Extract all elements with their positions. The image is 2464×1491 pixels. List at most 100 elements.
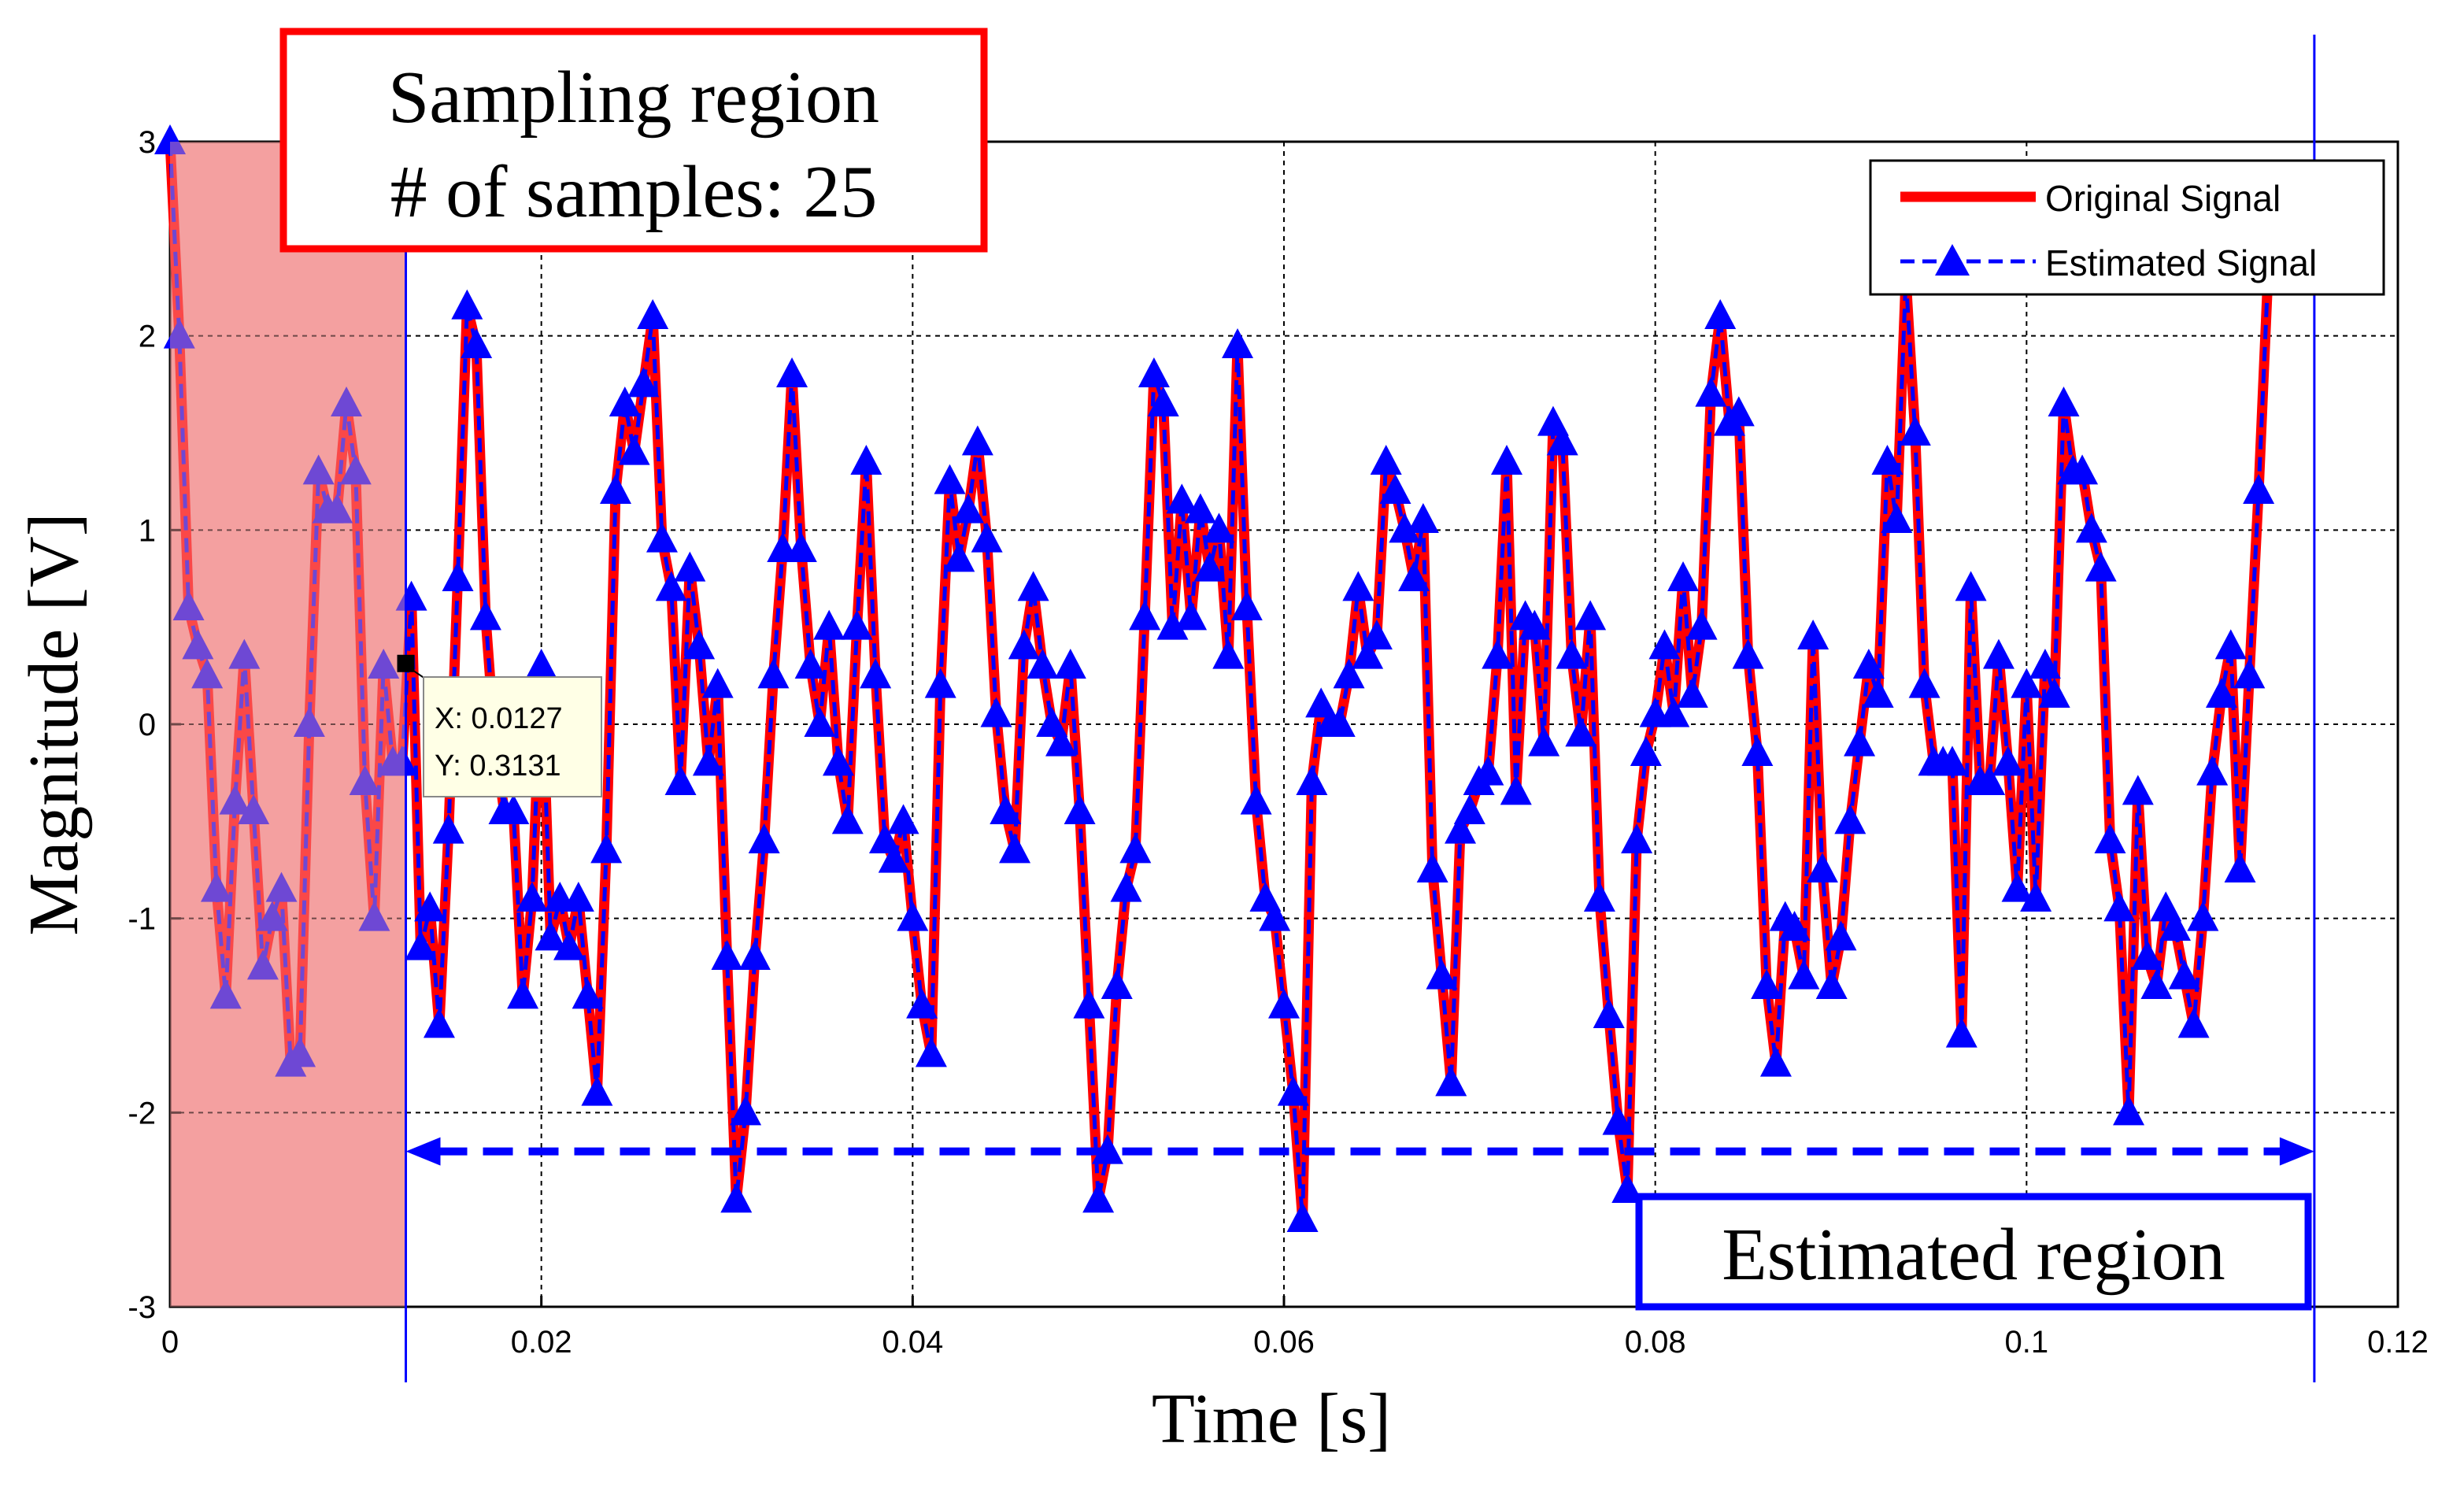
data-point-marker xyxy=(1806,853,1838,882)
data-point-marker xyxy=(423,1008,455,1038)
data-point-marker xyxy=(887,804,919,834)
data-point-marker xyxy=(1296,765,1328,795)
legend-label-original: Original Signal xyxy=(2045,178,2281,219)
data-point-marker xyxy=(934,464,966,494)
data-point-marker xyxy=(2020,882,2052,912)
data-point-marker xyxy=(1147,387,1179,416)
data-point-marker xyxy=(1732,638,1764,669)
data-point-marker xyxy=(1073,988,1105,1019)
data-point-marker xyxy=(1556,638,1588,669)
data-point-marker xyxy=(1621,823,1653,853)
data-point-marker xyxy=(1426,959,1458,990)
data-point-marker xyxy=(200,871,232,902)
x-tick-label: 0.04 xyxy=(882,1325,943,1360)
data-point-marker xyxy=(2038,678,2070,708)
legend: Original Signal Estimated Signal xyxy=(1869,159,2385,296)
data-point-marker xyxy=(674,551,706,582)
data-point-marker xyxy=(1759,1046,1792,1077)
x-tick-label: 0 xyxy=(161,1325,179,1360)
datatip-y-value: Y: 0.3131 xyxy=(435,749,561,782)
x-tick-label: 0.02 xyxy=(511,1325,572,1360)
data-point-marker xyxy=(2094,823,2126,853)
data-point-marker xyxy=(1472,755,1504,786)
data-point-marker xyxy=(2205,678,2237,708)
data-point-marker xyxy=(813,609,845,640)
data-point-marker xyxy=(1222,328,1254,358)
data-point-marker xyxy=(1491,445,1522,475)
y-tick-label: -1 xyxy=(128,902,156,937)
data-point-marker xyxy=(1119,833,1152,864)
data-point-marker xyxy=(1110,871,1142,902)
data-point-marker xyxy=(1407,503,1439,533)
data-point-marker xyxy=(860,658,892,689)
data-point-marker xyxy=(1064,794,1096,824)
data-point-marker xyxy=(646,522,678,553)
data-point-marker xyxy=(154,124,186,154)
data-point-marker xyxy=(386,746,418,776)
data-point-marker xyxy=(943,542,975,572)
data-point-marker xyxy=(219,784,251,815)
data-point-marker xyxy=(1091,1134,1123,1164)
data-point-marker xyxy=(2196,755,2229,786)
data-point-marker xyxy=(2214,629,2247,660)
data-point-marker xyxy=(1778,911,1811,941)
data-point-marker xyxy=(618,435,650,465)
data-point-marker xyxy=(1992,746,2024,776)
data-point-marker xyxy=(256,901,288,931)
data-point-marker xyxy=(1528,726,1560,757)
data-point-marker xyxy=(1017,571,1049,601)
data-point-marker xyxy=(990,794,1022,824)
data-point-marker xyxy=(358,901,390,931)
data-point-marker xyxy=(1045,726,1077,757)
x-tick-label: 0.08 xyxy=(1625,1325,1686,1360)
data-point-marker xyxy=(961,425,993,456)
data-point-marker xyxy=(1370,445,1402,475)
data-point-marker xyxy=(664,765,697,795)
data-point-marker xyxy=(1741,736,1774,766)
data-point-marker xyxy=(1574,600,1607,631)
data-point-marker xyxy=(2140,969,2173,999)
data-point-marker xyxy=(1138,357,1170,387)
data-point-marker xyxy=(590,833,623,864)
data-point-marker xyxy=(627,367,660,398)
data-point-marker xyxy=(1286,1202,1319,1232)
data-point-marker xyxy=(1825,920,1857,951)
data-point-marker xyxy=(2122,775,2154,805)
data-point-marker xyxy=(878,842,910,873)
data-point-marker xyxy=(321,493,353,524)
data-point-marker xyxy=(2177,1008,2210,1038)
data-point-marker xyxy=(683,629,716,660)
legend-label-estimated: Estimated Signal xyxy=(2045,242,2317,283)
data-point-marker xyxy=(1852,649,1885,679)
data-point-marker xyxy=(1277,1075,1309,1106)
data-point-marker xyxy=(395,580,427,611)
arrow-head-right xyxy=(2279,1137,2314,1166)
data-point-marker xyxy=(191,658,224,689)
estimated-signal-markers xyxy=(154,124,2284,1232)
data-point-marker xyxy=(2103,891,2136,922)
data-point-marker xyxy=(850,445,882,475)
data-point-marker xyxy=(1695,376,1727,407)
data-point-marker xyxy=(1751,969,1783,999)
datatip-marker xyxy=(397,654,415,672)
data-point-marker xyxy=(414,891,446,922)
data-point-marker xyxy=(1881,503,1913,533)
data-point-marker xyxy=(906,988,938,1019)
data-point-marker xyxy=(507,979,539,1009)
data-point-marker xyxy=(1379,474,1411,504)
data-point-marker xyxy=(1658,697,1690,727)
data-point-marker xyxy=(609,387,641,416)
y-tick-label: -3 xyxy=(128,1290,156,1325)
data-point-marker xyxy=(980,697,1012,727)
data-point-marker xyxy=(1667,561,1700,591)
data-point-marker xyxy=(1797,620,1830,649)
data-point-marker xyxy=(182,629,214,660)
data-point-marker xyxy=(785,532,817,562)
data-point-marker xyxy=(1259,901,1291,931)
data-point-marker xyxy=(1323,707,1356,737)
data-point-marker xyxy=(2168,959,2200,990)
data-point-marker xyxy=(915,1037,947,1067)
data-point-marker xyxy=(461,328,493,358)
data-point-marker xyxy=(1937,746,1968,776)
estimated-box-frame xyxy=(1635,1193,2312,1311)
